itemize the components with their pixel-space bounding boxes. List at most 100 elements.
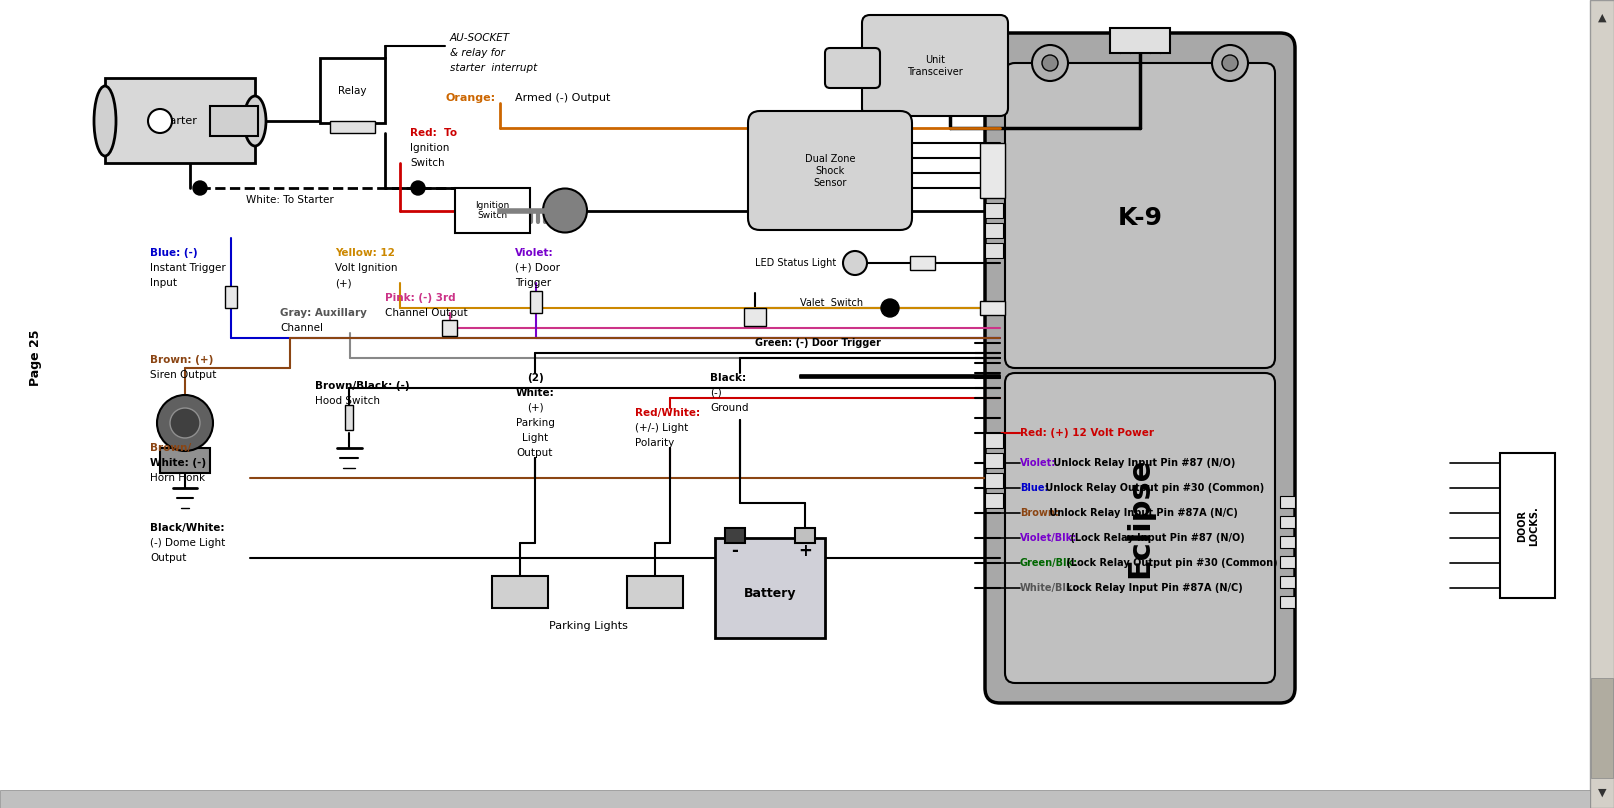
- Bar: [1280, 576, 1294, 588]
- Text: Blue:: Blue:: [1020, 483, 1049, 493]
- Text: (-) Dome Light: (-) Dome Light: [150, 538, 226, 548]
- Circle shape: [194, 181, 207, 195]
- Bar: [910, 256, 935, 270]
- Text: Brown/: Brown/: [150, 443, 190, 453]
- Bar: [529, 291, 542, 313]
- Text: Trigger: Trigger: [515, 278, 550, 288]
- Text: Violet:: Violet:: [515, 248, 554, 258]
- Text: Volt Ignition: Volt Ignition: [336, 263, 397, 273]
- Text: Armed (-) Output: Armed (-) Output: [515, 93, 610, 103]
- Bar: [1280, 536, 1294, 548]
- Text: ▼: ▼: [1598, 788, 1606, 798]
- Text: AU-SOCKET: AU-SOCKET: [450, 33, 510, 43]
- Bar: [345, 405, 353, 430]
- Bar: [0, 790, 1590, 808]
- Circle shape: [157, 395, 213, 451]
- Bar: [329, 121, 374, 133]
- Bar: [626, 576, 683, 608]
- Bar: [744, 308, 767, 326]
- Text: Input: Input: [150, 278, 178, 288]
- Text: (2): (2): [526, 373, 544, 383]
- Ellipse shape: [94, 86, 116, 156]
- FancyBboxPatch shape: [1006, 373, 1275, 683]
- Text: ▲: ▲: [1598, 13, 1606, 23]
- Circle shape: [148, 109, 173, 133]
- Text: Parking Lights: Parking Lights: [549, 621, 628, 631]
- Bar: [985, 203, 1002, 218]
- Text: Starter: Starter: [158, 116, 197, 126]
- Text: Brown: (+): Brown: (+): [150, 355, 213, 365]
- Circle shape: [1031, 45, 1068, 81]
- Text: Pink: (-) 3rd: Pink: (-) 3rd: [386, 293, 455, 303]
- Text: Black:: Black:: [710, 373, 746, 383]
- Text: Relay: Relay: [339, 86, 366, 96]
- Text: Eclipse: Eclipse: [1125, 458, 1154, 579]
- Text: Instant Trigger: Instant Trigger: [150, 263, 226, 273]
- Bar: [725, 528, 746, 543]
- Text: starter  interrupt: starter interrupt: [450, 63, 537, 73]
- Bar: [1280, 516, 1294, 528]
- FancyBboxPatch shape: [825, 48, 880, 88]
- Text: Brown/Black: (-): Brown/Black: (-): [315, 381, 410, 391]
- Text: Unlock Relay Output pin #30 (Common): Unlock Relay Output pin #30 (Common): [1041, 483, 1264, 493]
- Text: (+) Door: (+) Door: [515, 263, 560, 273]
- Ellipse shape: [244, 96, 266, 146]
- Text: LED Status Light: LED Status Light: [755, 258, 836, 268]
- Text: Red:  To: Red: To: [410, 128, 457, 138]
- Bar: [492, 576, 549, 608]
- FancyBboxPatch shape: [1006, 63, 1275, 368]
- Text: Output: Output: [150, 553, 186, 563]
- Text: (+/-) Light: (+/-) Light: [634, 423, 688, 433]
- Text: Unit
Transceiver: Unit Transceiver: [907, 55, 964, 77]
- Text: Unlock Relay Input Pin #87 (N/O): Unlock Relay Input Pin #87 (N/O): [1051, 458, 1235, 468]
- Bar: [985, 243, 1002, 258]
- Text: Yellow: 12: Yellow: 12: [336, 248, 395, 258]
- Circle shape: [412, 181, 424, 195]
- Text: Dual Zone
Shock
Sensor: Dual Zone Shock Sensor: [805, 154, 855, 187]
- Circle shape: [1222, 55, 1238, 71]
- Text: Green/Blk:: Green/Blk:: [1020, 558, 1078, 568]
- Bar: [105, 78, 255, 163]
- Bar: [1280, 496, 1294, 508]
- Circle shape: [1212, 45, 1248, 81]
- Text: Switch: Switch: [410, 158, 444, 168]
- FancyBboxPatch shape: [985, 33, 1294, 703]
- Bar: [442, 320, 457, 336]
- Text: +: +: [797, 542, 812, 560]
- Text: White/Blk:: White/Blk:: [1020, 583, 1078, 593]
- Text: Polarity: Polarity: [634, 438, 675, 448]
- Bar: [160, 448, 210, 473]
- Text: Ignition
Switch: Ignition Switch: [475, 201, 508, 221]
- Bar: [985, 223, 1002, 238]
- Text: Light: Light: [521, 433, 549, 443]
- Bar: [980, 143, 1006, 198]
- Text: Violet/Blk:: Violet/Blk:: [1020, 533, 1077, 543]
- Bar: [985, 493, 1002, 508]
- Text: Channel Output: Channel Output: [386, 308, 468, 318]
- Text: (Lock Relay Output pin #30 (Common): (Lock Relay Output pin #30 (Common): [1064, 558, 1278, 568]
- Text: (+): (+): [526, 403, 544, 413]
- Bar: [1590, 0, 1614, 808]
- Bar: [320, 58, 386, 123]
- Text: (-): (-): [710, 388, 721, 398]
- Text: Horn Honk: Horn Honk: [150, 473, 205, 483]
- Bar: [715, 538, 825, 638]
- Text: Battery: Battery: [744, 587, 796, 600]
- Text: Red: (+) 12 Volt Power: Red: (+) 12 Volt Power: [1020, 428, 1154, 438]
- Text: Green: (-) Door Trigger: Green: (-) Door Trigger: [755, 338, 881, 348]
- Bar: [224, 286, 237, 308]
- Text: White: To Starter: White: To Starter: [245, 195, 334, 205]
- Text: Hood Switch: Hood Switch: [315, 396, 379, 406]
- Text: Black/White:: Black/White:: [150, 523, 224, 533]
- Bar: [796, 528, 815, 543]
- Text: Siren Output: Siren Output: [150, 370, 216, 380]
- Text: Ground: Ground: [710, 403, 749, 413]
- Bar: [1591, 678, 1612, 778]
- Bar: [1499, 453, 1554, 598]
- Text: Red/White:: Red/White:: [634, 408, 700, 418]
- Text: Channel: Channel: [279, 323, 323, 333]
- Text: K-9: K-9: [1117, 206, 1162, 230]
- Text: Ignition: Ignition: [410, 143, 449, 153]
- Circle shape: [881, 299, 899, 317]
- Circle shape: [542, 188, 587, 233]
